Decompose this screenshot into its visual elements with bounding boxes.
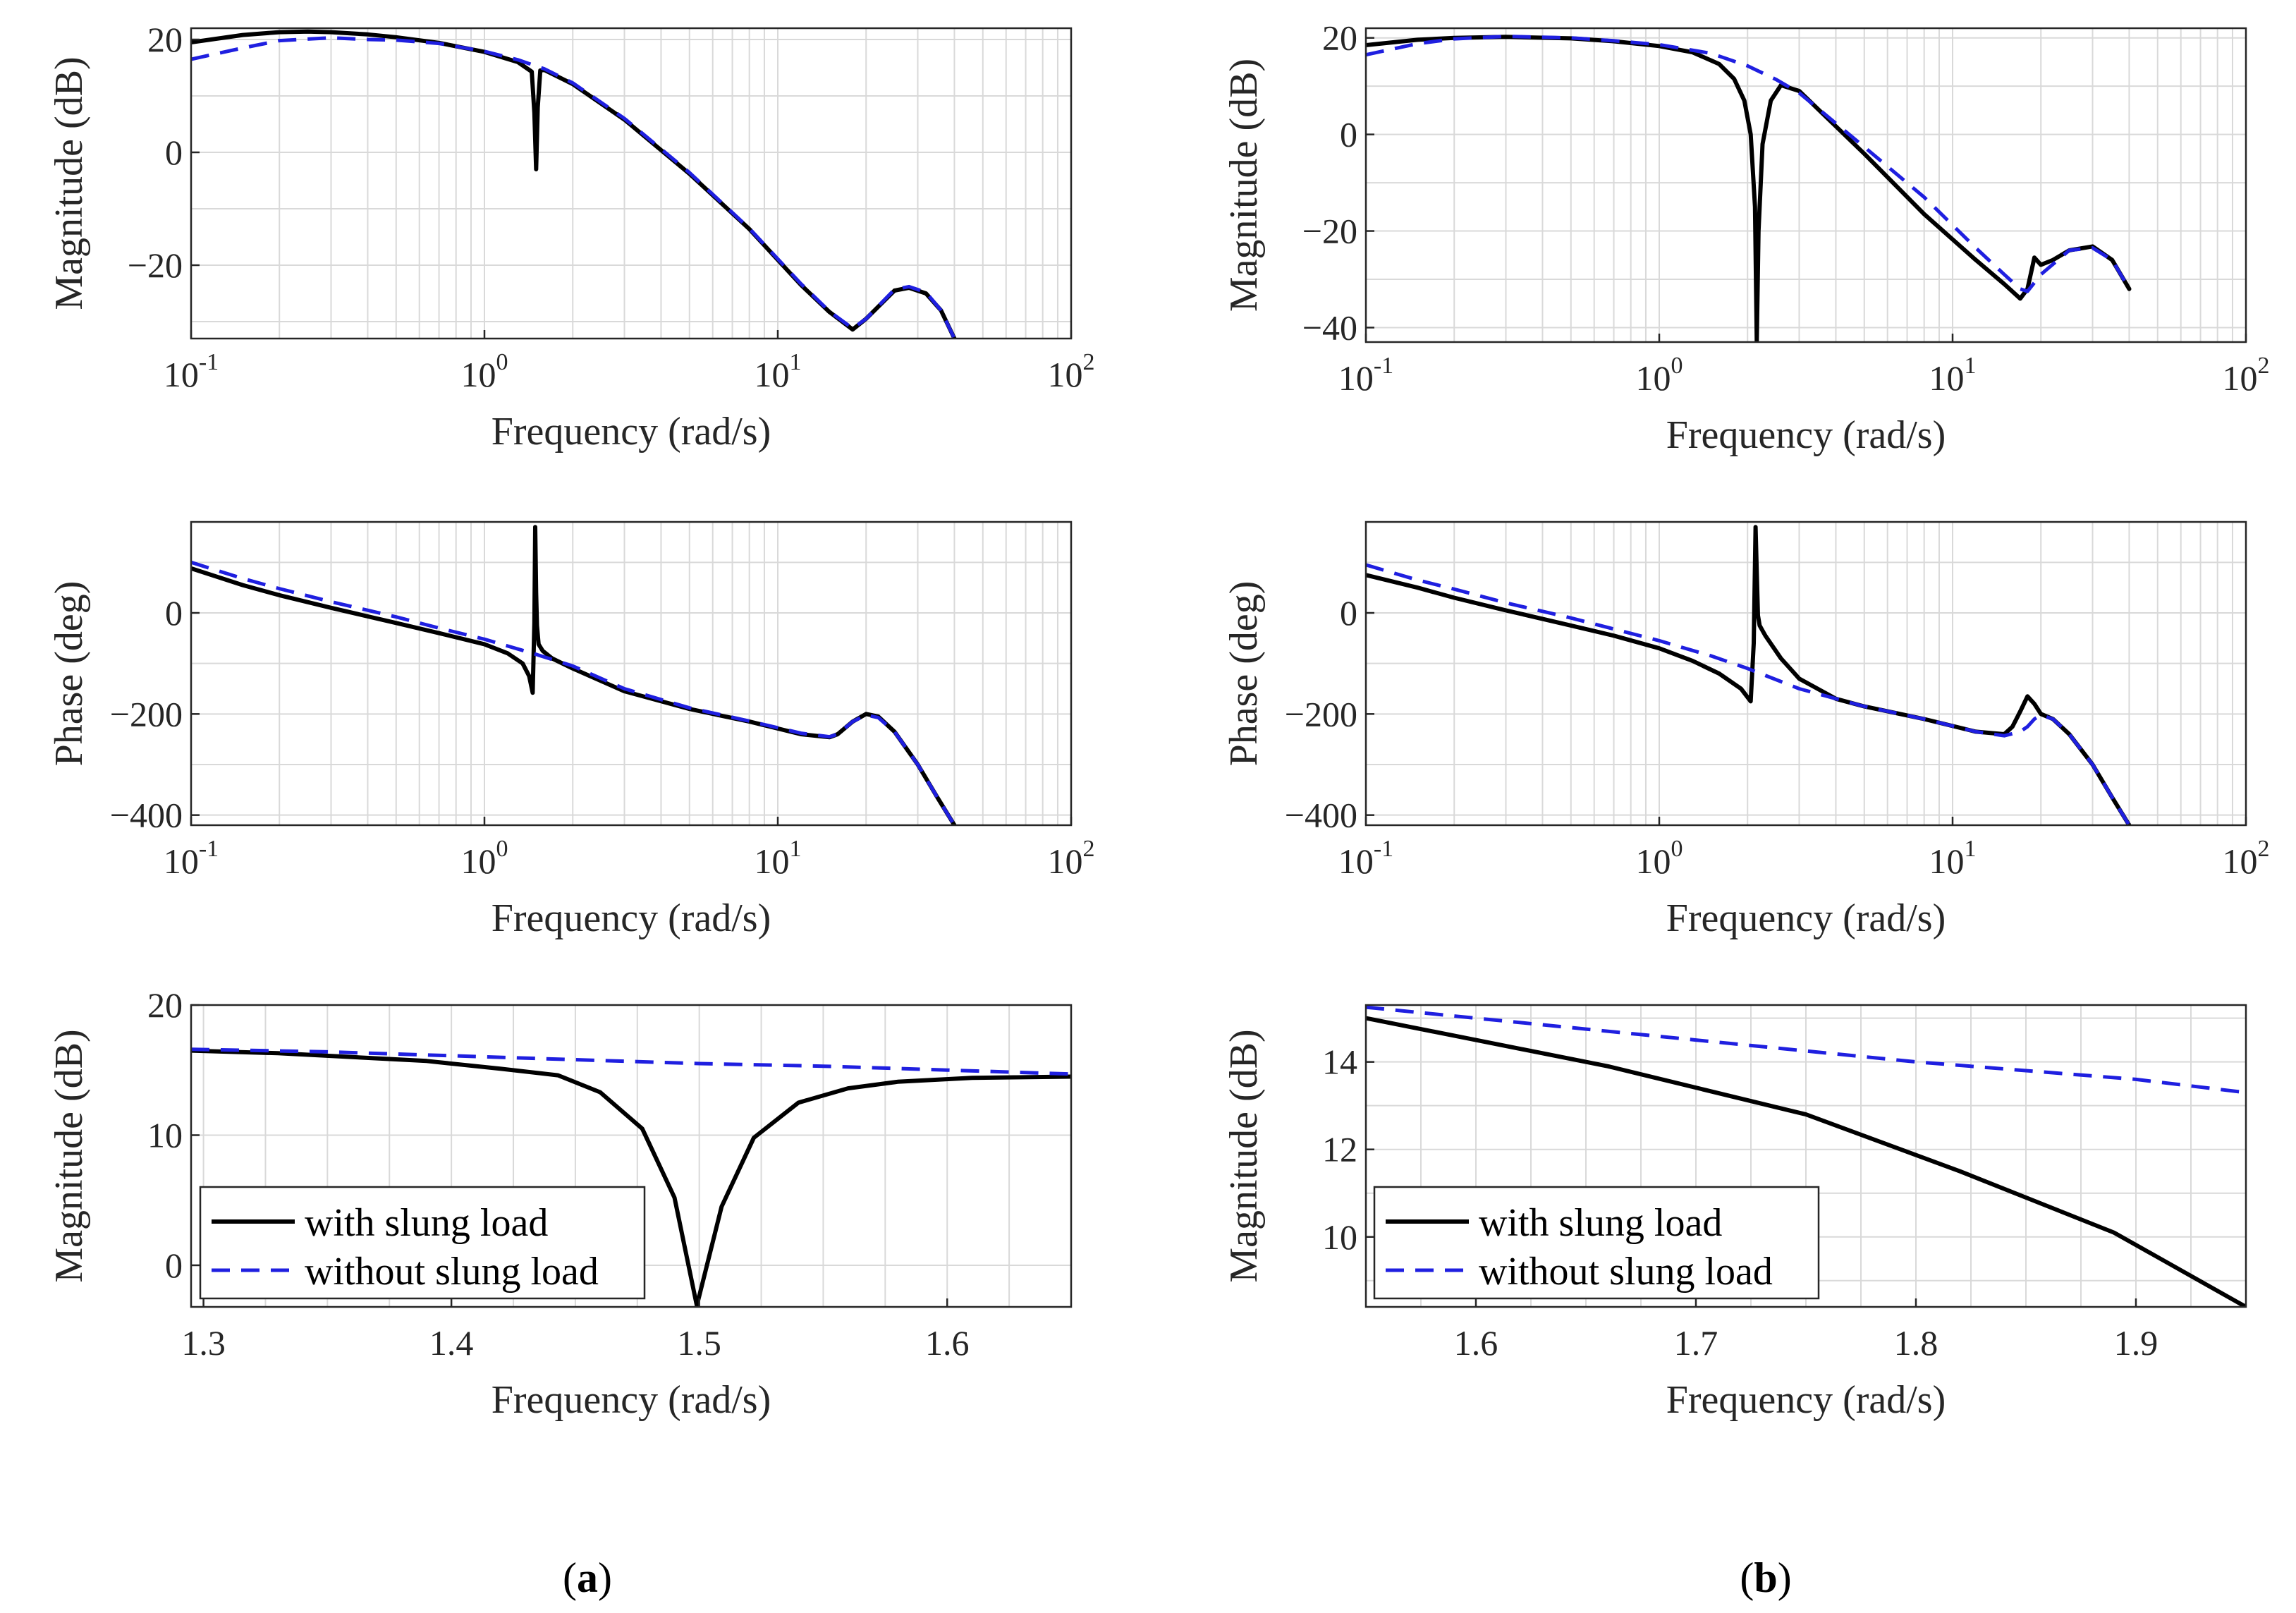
- axes-frame: [1364, 27, 2247, 343]
- grid: [191, 28, 1071, 339]
- y-tick-label: −40: [1302, 308, 1357, 347]
- x-tick-label: 10-1: [164, 836, 219, 881]
- x-tick-label: 101: [755, 349, 802, 394]
- x-tick-label: 102: [1048, 349, 1095, 394]
- axes-frame: [1364, 521, 2247, 827]
- series-line-with-slung-load: [191, 29, 957, 339]
- x-axis-label: Frequency (rad/s): [491, 1378, 771, 1422]
- x-tick-label: 100: [1636, 353, 1683, 398]
- x-tick-label: 101: [1929, 353, 1977, 398]
- y-axis-label: Phase (deg): [1222, 581, 1266, 767]
- panel-b-phase-plot: 10-1 100 101 102 0 −200 −400 Frequency (rad/s) P…: [1222, 521, 2270, 940]
- y-axis-label: Magnitude (dB): [1222, 1029, 1266, 1282]
- panel-b-magnitude-plot: 10-1 100 101 102 20 0 −20 −40 Frequency (rad/s) M…: [1222, 18, 2270, 457]
- x-tick-label: 102: [1048, 836, 1095, 881]
- series-line-with-slung-load: [191, 1048, 1071, 1307]
- grid: [191, 522, 1071, 825]
- panel-label-b: (b): [1740, 1554, 1791, 1601]
- x-tick-label: 1.7: [1674, 1323, 1718, 1363]
- legend-without-label: without slung load: [1479, 1250, 1773, 1294]
- x-tick-label: 101: [1929, 836, 1977, 881]
- axes-frame: [190, 27, 1073, 340]
- y-axis-label: Magnitude (dB): [47, 56, 91, 310]
- panel-a-zoom-plot: 1.3 1.4 1.5 1.6 20 10 0 Frequency (rad/s) Magnit…: [47, 985, 1073, 1422]
- panel-a-phase-plot: 10-1 100 101 102 0 −200 −400 Frequency (rad/s) P…: [47, 521, 1095, 940]
- series-line-without-slung-load: [191, 1047, 1071, 1076]
- y-tick-label: 0: [165, 133, 183, 172]
- x-axis-label: Frequency (rad/s): [1666, 1378, 1946, 1422]
- y-tick-label: −200: [1285, 694, 1357, 734]
- x-tick-label: 10-1: [1338, 353, 1393, 398]
- series-line-without-slung-load: [1366, 35, 2131, 293]
- x-tick-label: 101: [755, 836, 802, 881]
- legend-with-label: with slung load: [305, 1201, 548, 1245]
- series-line-without-slung-load: [191, 36, 956, 339]
- x-tick-label: 100: [461, 836, 508, 881]
- x-tick-label: 1.6: [1454, 1323, 1498, 1363]
- panel-b-legend: with slung load without slung load: [1373, 1186, 1820, 1300]
- y-tick-label: −400: [110, 796, 183, 835]
- x-tick-label: 1.5: [677, 1323, 721, 1363]
- series-line-without-slung-load: [191, 560, 956, 825]
- y-axis-label: Magnitude (dB): [47, 1029, 91, 1282]
- x-axis-label: Frequency (rad/s): [1666, 896, 1946, 940]
- x-tick-label: 1.6: [925, 1323, 970, 1363]
- x-tick-label: 100: [461, 349, 508, 394]
- panel-a-magnitude-plot: 10-1 100 101 102 20 0 −20 Frequency (rad/s) Magn…: [47, 20, 1095, 454]
- axes-frame: [190, 521, 1073, 827]
- y-tick-label: −400: [1285, 796, 1357, 835]
- y-tick-label: 12: [1322, 1130, 1357, 1169]
- x-tick-label: 100: [1636, 836, 1683, 881]
- y-tick-label: 20: [147, 985, 183, 1025]
- legend-box: [199, 1186, 646, 1300]
- axes-frame: [1364, 1004, 2247, 1308]
- x-tick-label: 10-1: [1338, 836, 1393, 881]
- series-line-with-slung-load: [191, 525, 957, 825]
- series-line-with-slung-load: [1366, 525, 2132, 825]
- x-tick-label: 1.4: [429, 1323, 474, 1363]
- axes-frame: [190, 1004, 1073, 1308]
- y-tick-label: 0: [165, 593, 183, 633]
- y-tick-label: −200: [110, 694, 183, 734]
- y-tick-label: 20: [147, 20, 183, 59]
- y-tick-label: 10: [147, 1115, 183, 1155]
- y-tick-label: 0: [165, 1246, 183, 1285]
- x-tick-label: 1.8: [1894, 1323, 1938, 1363]
- y-tick-label: 0: [1340, 115, 1357, 154]
- series-line-with-slung-load: [1366, 35, 2132, 342]
- legend-without-label: without slung load: [305, 1250, 599, 1294]
- x-tick-label: 102: [2223, 836, 2270, 881]
- panel-label-a: (a): [563, 1554, 612, 1601]
- x-axis-label: Frequency (rad/s): [491, 410, 771, 454]
- y-tick-label: 20: [1322, 18, 1357, 58]
- x-tick-label: 102: [2223, 353, 2270, 398]
- x-tick-label: 1.3: [181, 1323, 226, 1363]
- x-axis-label: Frequency (rad/s): [1666, 413, 1946, 457]
- panel-a-legend: with slung load without slung load: [199, 1186, 646, 1300]
- y-axis-label: Magnitude (dB): [1222, 59, 1266, 312]
- legend-with-label: with slung load: [1479, 1201, 1722, 1245]
- grid: [1366, 28, 2246, 342]
- grid: [1366, 522, 2246, 825]
- series-line-with-slung-load: [1366, 1016, 2246, 1307]
- x-tick-label: 1.9: [2114, 1323, 2158, 1363]
- y-tick-label: 10: [1322, 1217, 1357, 1257]
- x-axis-label: Frequency (rad/s): [491, 896, 771, 940]
- y-tick-label: 14: [1322, 1042, 1357, 1082]
- y-tick-label: 0: [1340, 593, 1357, 633]
- x-tick-label: 10-1: [164, 349, 219, 394]
- legend-box: [1373, 1186, 1820, 1300]
- y-tick-label: −20: [128, 245, 183, 285]
- y-tick-label: −20: [1302, 212, 1357, 251]
- series-line-without-slung-load: [1366, 563, 2131, 825]
- y-axis-label: Phase (deg): [47, 581, 91, 767]
- series-line-without-slung-load: [1366, 1005, 2246, 1095]
